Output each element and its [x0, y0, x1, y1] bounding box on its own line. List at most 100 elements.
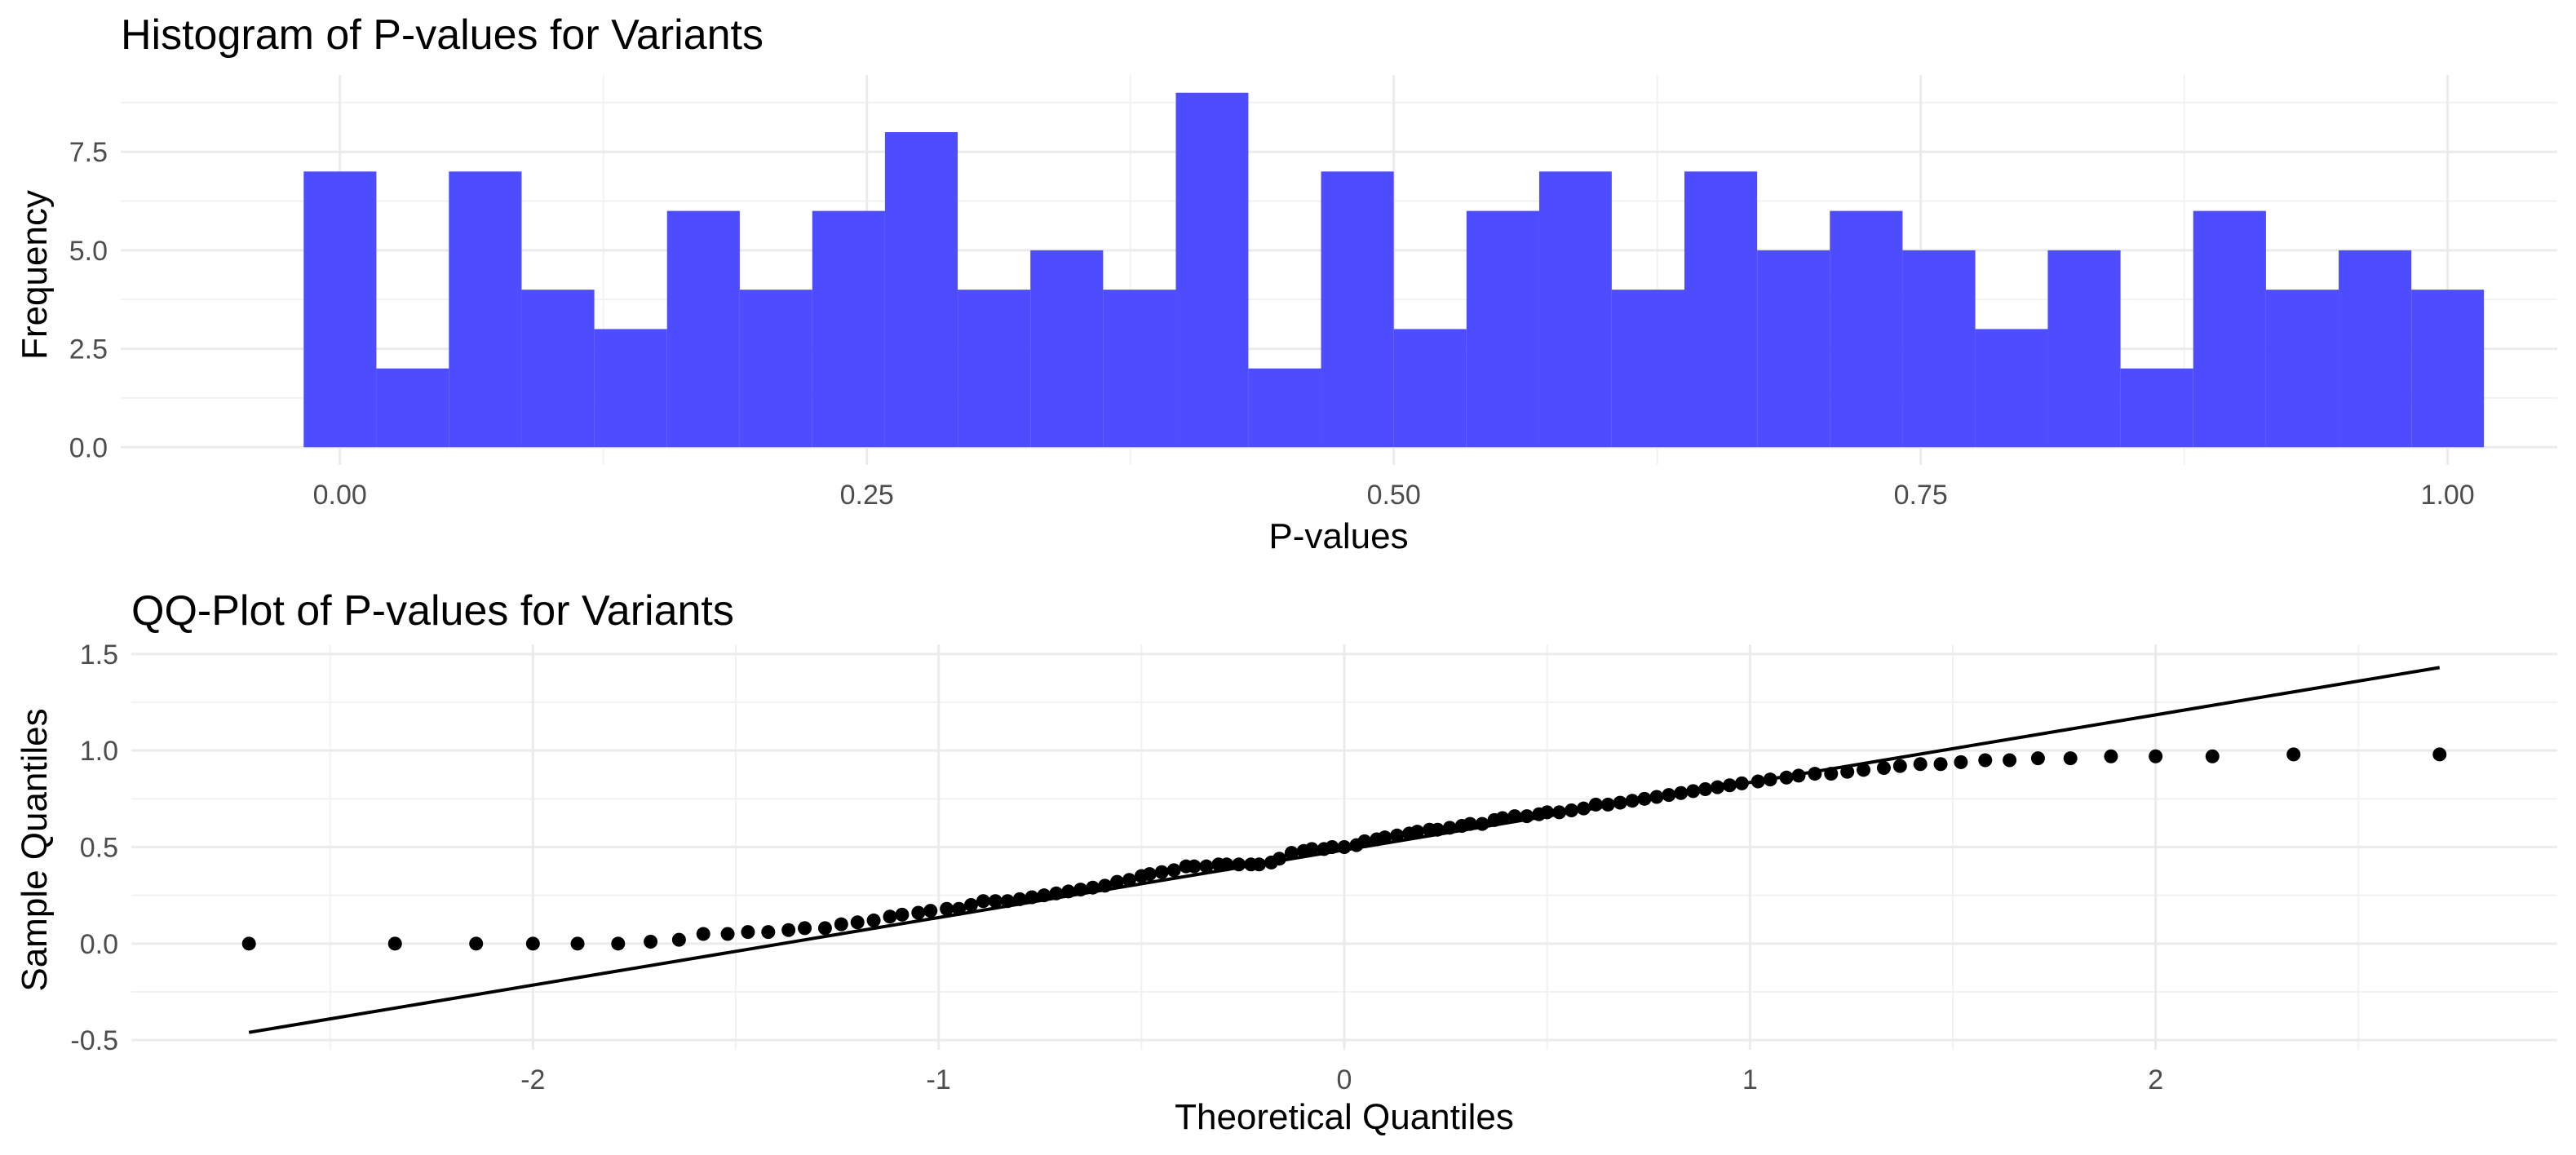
qq-point — [1552, 805, 1567, 820]
histogram-bar — [2047, 250, 2121, 448]
histogram-bar — [958, 290, 1031, 448]
qq-point — [1808, 767, 1822, 781]
histogram-bar — [812, 210, 885, 448]
qq-point — [2063, 751, 2078, 766]
qq-point — [241, 936, 256, 951]
qq-point — [1637, 791, 1652, 806]
qq-point — [798, 921, 812, 936]
qq-point — [1475, 816, 1489, 831]
histogram-x-tick-label: 0.50 — [1367, 480, 1421, 511]
histogram-bar — [2193, 210, 2266, 448]
qq-point — [1686, 784, 1701, 799]
qq-point — [1272, 852, 1286, 866]
qq-point — [1025, 890, 1039, 905]
histogram-bar — [2339, 250, 2412, 448]
histogram-y-tick-labels: 0.0 2.5 5.0 7.5 — [69, 137, 108, 463]
histogram-bars — [303, 92, 2485, 448]
histogram-bar — [1757, 250, 1830, 448]
qq-y-tick-label: -0.5 — [70, 1025, 118, 1056]
qq-point — [1600, 797, 1615, 812]
qq-point — [1012, 892, 1027, 906]
qq-x-tick-label: -1 — [927, 1064, 951, 1095]
histogram-x-tick-labels: 0.00 0.25 0.50 0.75 1.00 — [313, 480, 2475, 511]
qq-point — [1751, 774, 1765, 789]
qq-point — [1978, 753, 1993, 768]
qq-point — [1049, 886, 1064, 901]
qq-point — [1876, 760, 1891, 775]
histogram-panel: Histogram of P-values for Variants 0.00 0… — [15, 11, 2557, 556]
histogram-title: Histogram of P-values for Variants — [121, 11, 764, 59]
qq-point — [1892, 759, 1907, 773]
qq-point — [1734, 776, 1749, 790]
histogram-x-axis-label: P-values — [1268, 516, 1408, 556]
qq-point — [1073, 883, 1088, 897]
qq-points — [241, 747, 2447, 951]
qq-point — [834, 917, 848, 932]
qq-point — [1763, 772, 1777, 787]
qq-point — [1166, 863, 1181, 878]
qq-point — [1410, 825, 1425, 839]
qq-point — [1378, 830, 1392, 845]
qq-point — [720, 927, 735, 941]
qq-point — [671, 932, 686, 947]
qq-point — [1588, 797, 1603, 812]
qq-point — [1430, 822, 1445, 837]
qq-point — [850, 915, 865, 930]
qq-point — [2104, 749, 2118, 763]
qq-y-tick-labels: -0.5 0.0 0.5 1.0 1.5 — [70, 639, 118, 1056]
qq-point — [2149, 749, 2163, 763]
qq-point — [1662, 788, 1676, 803]
histogram-bar — [1902, 250, 1976, 448]
histogram-y-tick-label: 5.0 — [69, 236, 108, 267]
qq-y-tick-label: 1.0 — [80, 736, 118, 767]
histogram-bar — [1030, 250, 1104, 448]
histogram-bar — [1611, 290, 1685, 448]
qq-x-tick-label: 2 — [2148, 1064, 2163, 1095]
qq-y-tick-label: 0.5 — [80, 833, 118, 864]
qq-point — [1791, 768, 1806, 783]
histogram-bar — [303, 171, 377, 448]
qq-point — [1098, 878, 1113, 893]
qq-point — [1913, 757, 1928, 772]
qq-point — [2003, 753, 2017, 768]
qq-point — [1154, 865, 1169, 879]
qq-point — [1304, 842, 1319, 856]
qq-point — [1649, 790, 1664, 804]
qq-point — [1576, 801, 1591, 816]
qq-point — [883, 909, 897, 924]
qq-point — [1565, 803, 1579, 818]
histogram-bar — [1321, 171, 1394, 448]
qq-plot-title: QQ-Plot of P-values for Variants — [131, 587, 734, 635]
qq-point — [1463, 816, 1477, 831]
qq-point — [2432, 747, 2447, 762]
qq-point — [1187, 859, 1202, 874]
qq-point — [1625, 794, 1640, 808]
qq-point — [1540, 805, 1555, 820]
qq-point — [866, 913, 881, 927]
qq-point — [1199, 859, 1214, 874]
qq-point — [1219, 857, 1234, 872]
histogram-bar — [1538, 171, 1612, 448]
qq-point — [570, 936, 585, 951]
qq-point — [1722, 778, 1737, 793]
histogram-bar — [2411, 290, 2485, 448]
qq-point — [696, 927, 710, 941]
qq-point — [923, 904, 938, 918]
qq-x-tick-label: 0 — [1337, 1064, 1352, 1095]
histogram-y-axis-label: Frequency — [15, 190, 55, 360]
qq-point — [2286, 747, 2301, 762]
qq-point — [1954, 755, 1968, 769]
qq-point — [1337, 840, 1352, 854]
histogram-bar — [376, 368, 449, 448]
qq-point — [1857, 763, 1871, 777]
qq-point — [1442, 821, 1457, 835]
qq-point — [988, 894, 1003, 909]
histogram-bar — [739, 290, 812, 448]
qq-y-tick-label: 0.0 — [80, 929, 118, 960]
qq-point — [1232, 857, 1246, 872]
qq-point — [1824, 767, 1839, 781]
qq-x-axis-label: Theoretical Quantiles — [1175, 1097, 1514, 1137]
histogram-bar — [1393, 329, 1467, 448]
histogram-x-tick-label: 0.75 — [1894, 480, 1948, 511]
histogram-x-tick-label: 0.00 — [313, 480, 367, 511]
